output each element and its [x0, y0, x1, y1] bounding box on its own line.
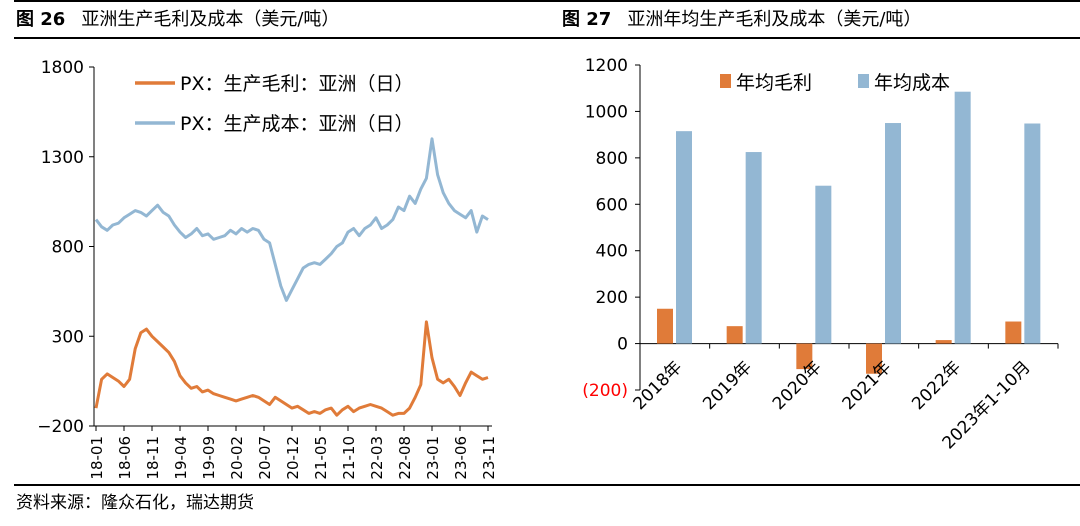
y-tick-label-right: 200 [596, 288, 628, 308]
x-tick-label-left: 19-04 [172, 436, 190, 480]
figure-27-number: 图 27 [562, 9, 612, 30]
x-tick-label-left: 20-02 [228, 436, 246, 480]
y-tick-label-right: 1000 [585, 102, 628, 122]
line-chart-margin-cost: −200 300 800 1300 1800 18-01 18-06 18-11 19-04 19… [37, 58, 498, 480]
y-tick-label-left: 1300 [41, 148, 84, 168]
x-tick-label-left: 22-03 [368, 436, 386, 480]
bar-margin [796, 343, 813, 370]
figure-26-title: 图 26 亚洲生产毛利及成本（美元/吨） [16, 5, 339, 31]
footer-rule [14, 484, 1080, 486]
legend-annual-margin-swatch [720, 74, 731, 88]
figure-27-caption: 亚洲年均生产毛利及成本（美元/吨） [627, 9, 922, 30]
series-line-margin [94, 320, 489, 417]
x-tick-label-left: 18-11 [144, 436, 162, 480]
legend-annual-margin-label: 年均毛利 [736, 72, 812, 94]
y-tick-label-right: 600 [596, 195, 628, 215]
top-rule [14, 0, 1080, 2]
bar-margin [1005, 321, 1022, 344]
y-tick-label-left: 800 [52, 238, 84, 258]
source-note: 资料来源：隆众石化，瑞达期货 [16, 493, 254, 513]
figure-26-caption: 亚洲生产毛利及成本（美元/吨） [81, 9, 340, 30]
y-tick-label-right: 1200 [585, 56, 628, 76]
bar-margin [726, 326, 743, 344]
y-tick-label-right: 800 [596, 149, 628, 169]
title-rule [14, 37, 1080, 39]
bar-cost [1024, 123, 1041, 344]
figure-27-title: 图 27 亚洲年均生产毛利及成本（美元/吨） [562, 5, 921, 31]
x-tick-label-left: 22-08 [396, 436, 414, 480]
y-tick-label-right: 0 [617, 335, 628, 355]
x-tick-label-right: 2022年 [908, 357, 965, 414]
x-tick-label-left: 20-12 [284, 436, 302, 480]
x-tick-label-left: 21-05 [312, 436, 330, 480]
x-tick-label-left: 21-10 [340, 436, 358, 480]
x-tick-label-right: 2018年 [630, 357, 687, 414]
x-tick-label-left: 20-07 [256, 436, 274, 480]
y-tick-label-left: −200 [37, 417, 84, 437]
x-tick-label-left: 23-06 [452, 436, 470, 480]
x-tick-label-left: 19-09 [200, 436, 218, 480]
bar-margin [657, 308, 673, 344]
bar-cost [815, 185, 832, 344]
figure-26-number: 图 26 [16, 9, 66, 30]
x-tick-label-left: 23-11 [480, 436, 498, 480]
series-line-cost [94, 137, 489, 302]
bar-margin [866, 343, 882, 374]
bar-margin [935, 340, 952, 344]
legend-margin-label: PX：生产毛利：亚洲（日） [180, 73, 413, 95]
y-tick-label-right: 400 [596, 242, 628, 262]
x-tick-label-left: 23-01 [424, 436, 442, 480]
x-tick-label-left: 18-06 [116, 436, 134, 480]
y-tick-label-left: 300 [52, 327, 84, 347]
bar-cost [745, 152, 762, 344]
bar-cost [676, 131, 692, 344]
y-tick-label-right: (200) [582, 381, 628, 401]
legend-cost-label: PX：生产成本：亚洲（日） [180, 113, 413, 135]
x-tick-label-right: 2019年 [699, 357, 756, 414]
bar-cost [954, 91, 971, 344]
bar-cost [885, 123, 901, 344]
legend-annual-cost-swatch [858, 74, 869, 88]
x-tick-label-left: 18-01 [88, 436, 106, 480]
y-tick-label-left: 1800 [41, 58, 84, 78]
legend-annual-cost-label: 年均成本 [874, 72, 950, 94]
